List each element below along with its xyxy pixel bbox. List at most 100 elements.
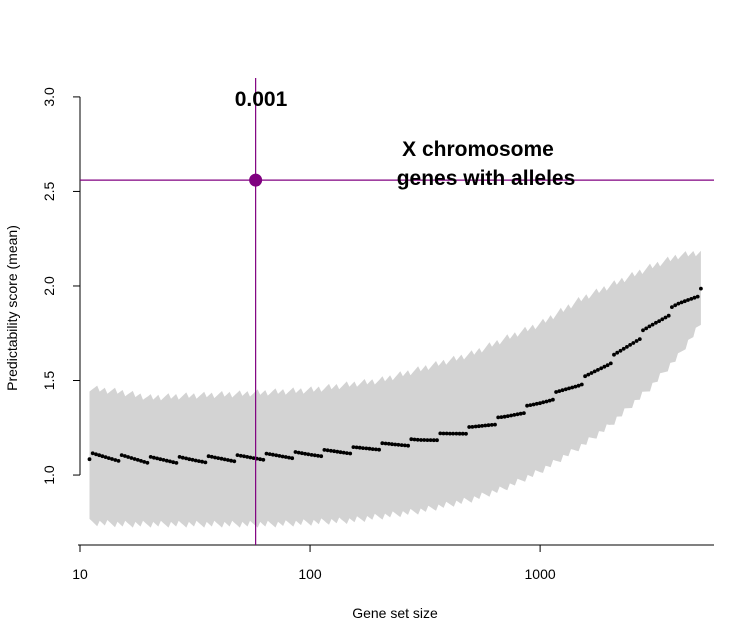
mean-point xyxy=(686,298,690,302)
highlight-label-line2: genes with alleles xyxy=(397,167,576,190)
mean-point xyxy=(135,458,140,462)
mean-point xyxy=(222,457,227,462)
mean-point xyxy=(409,437,414,442)
mean-point xyxy=(226,458,230,462)
mean-point xyxy=(97,453,102,458)
mean-point xyxy=(589,371,594,375)
mean-point xyxy=(155,456,160,461)
mean-point xyxy=(386,441,391,446)
x-tick-label: 10 xyxy=(72,566,88,582)
mean-point xyxy=(283,455,288,459)
mean-point xyxy=(119,453,124,457)
mean-point xyxy=(113,458,118,462)
mean-point xyxy=(393,442,398,447)
mean-point xyxy=(251,456,256,460)
mean-point xyxy=(682,299,687,304)
mean-point xyxy=(248,455,253,460)
mean-point xyxy=(168,459,172,464)
mean-point xyxy=(116,459,121,463)
highlight xyxy=(80,78,714,545)
mean-point xyxy=(203,460,208,465)
mean-point xyxy=(380,441,385,446)
mean-point xyxy=(287,455,291,460)
mean-point xyxy=(312,453,317,458)
mean-point xyxy=(570,385,575,390)
mean-point xyxy=(345,451,349,455)
mean-point xyxy=(338,450,343,455)
mean-point xyxy=(309,453,314,457)
mean-point xyxy=(383,441,388,446)
mean-point xyxy=(200,459,205,464)
mean-point xyxy=(525,403,529,408)
mean-point xyxy=(274,453,279,458)
mean-point xyxy=(161,458,166,462)
mean-point xyxy=(641,328,645,333)
mean-point xyxy=(586,372,591,377)
mean-point xyxy=(180,455,185,460)
mean-point xyxy=(673,303,678,308)
mean-point xyxy=(621,346,626,351)
highlight-label-line1: X chromosome xyxy=(402,138,554,161)
mean-point xyxy=(583,374,587,379)
mean-point xyxy=(319,454,324,459)
mean-point xyxy=(457,431,462,436)
mean-point xyxy=(605,363,610,368)
mean-point xyxy=(129,456,134,460)
y-tick-label: 1.0 xyxy=(41,465,57,485)
mean-point xyxy=(499,415,504,419)
mean-point xyxy=(242,454,246,459)
p-value-label: 0.001 xyxy=(235,88,288,111)
mean-point xyxy=(660,317,665,322)
mean-point xyxy=(431,438,436,443)
mean-point xyxy=(264,451,269,456)
mean-point xyxy=(451,431,455,436)
mean-point xyxy=(663,315,668,320)
ticks: 10 100 1000 1.0 1.5 2.0 2.5 3.0 xyxy=(41,87,556,582)
mean-point xyxy=(596,368,600,372)
mean-point xyxy=(608,361,613,366)
mean-point xyxy=(422,438,427,442)
mean-point xyxy=(171,460,176,465)
mean-point xyxy=(290,456,295,461)
mean-point xyxy=(300,451,304,456)
mean-point xyxy=(396,442,401,447)
y-tick-label: 2.5 xyxy=(41,181,57,201)
mean-point xyxy=(563,387,568,392)
mean-point xyxy=(303,451,307,456)
mean-point xyxy=(335,449,340,454)
mean-point xyxy=(679,300,684,305)
mean-point xyxy=(695,294,700,299)
mean-point xyxy=(351,445,356,449)
mean-point xyxy=(676,301,681,306)
mean-point xyxy=(152,455,156,460)
mean-point xyxy=(473,424,478,429)
mean-point xyxy=(689,297,694,301)
mean-point xyxy=(518,411,523,416)
mean-point xyxy=(110,457,114,461)
mean-point xyxy=(444,431,449,436)
mean-point xyxy=(692,295,697,300)
mean-point xyxy=(258,457,262,462)
mean-point xyxy=(193,458,198,463)
y-tick-label: 1.5 xyxy=(41,371,57,391)
mean-point xyxy=(367,446,372,451)
mean-point xyxy=(235,453,240,457)
mean-point xyxy=(602,364,607,369)
mean-point xyxy=(538,401,542,406)
mean-point xyxy=(625,345,629,349)
mean-point xyxy=(509,413,513,418)
mean-point xyxy=(650,322,655,327)
mean-point xyxy=(493,422,497,427)
y-axis-title: Predictability score (mean) xyxy=(4,225,20,391)
y-tick-label: 2.0 xyxy=(41,276,57,296)
mean-point xyxy=(448,431,452,436)
mean-point xyxy=(522,411,526,415)
mean-point xyxy=(329,448,333,453)
highlight-point xyxy=(249,173,263,187)
mean-point xyxy=(528,403,533,407)
mean-point xyxy=(592,369,597,374)
mean-point xyxy=(106,456,111,460)
mean-point xyxy=(515,412,520,417)
mean-point xyxy=(618,348,623,353)
